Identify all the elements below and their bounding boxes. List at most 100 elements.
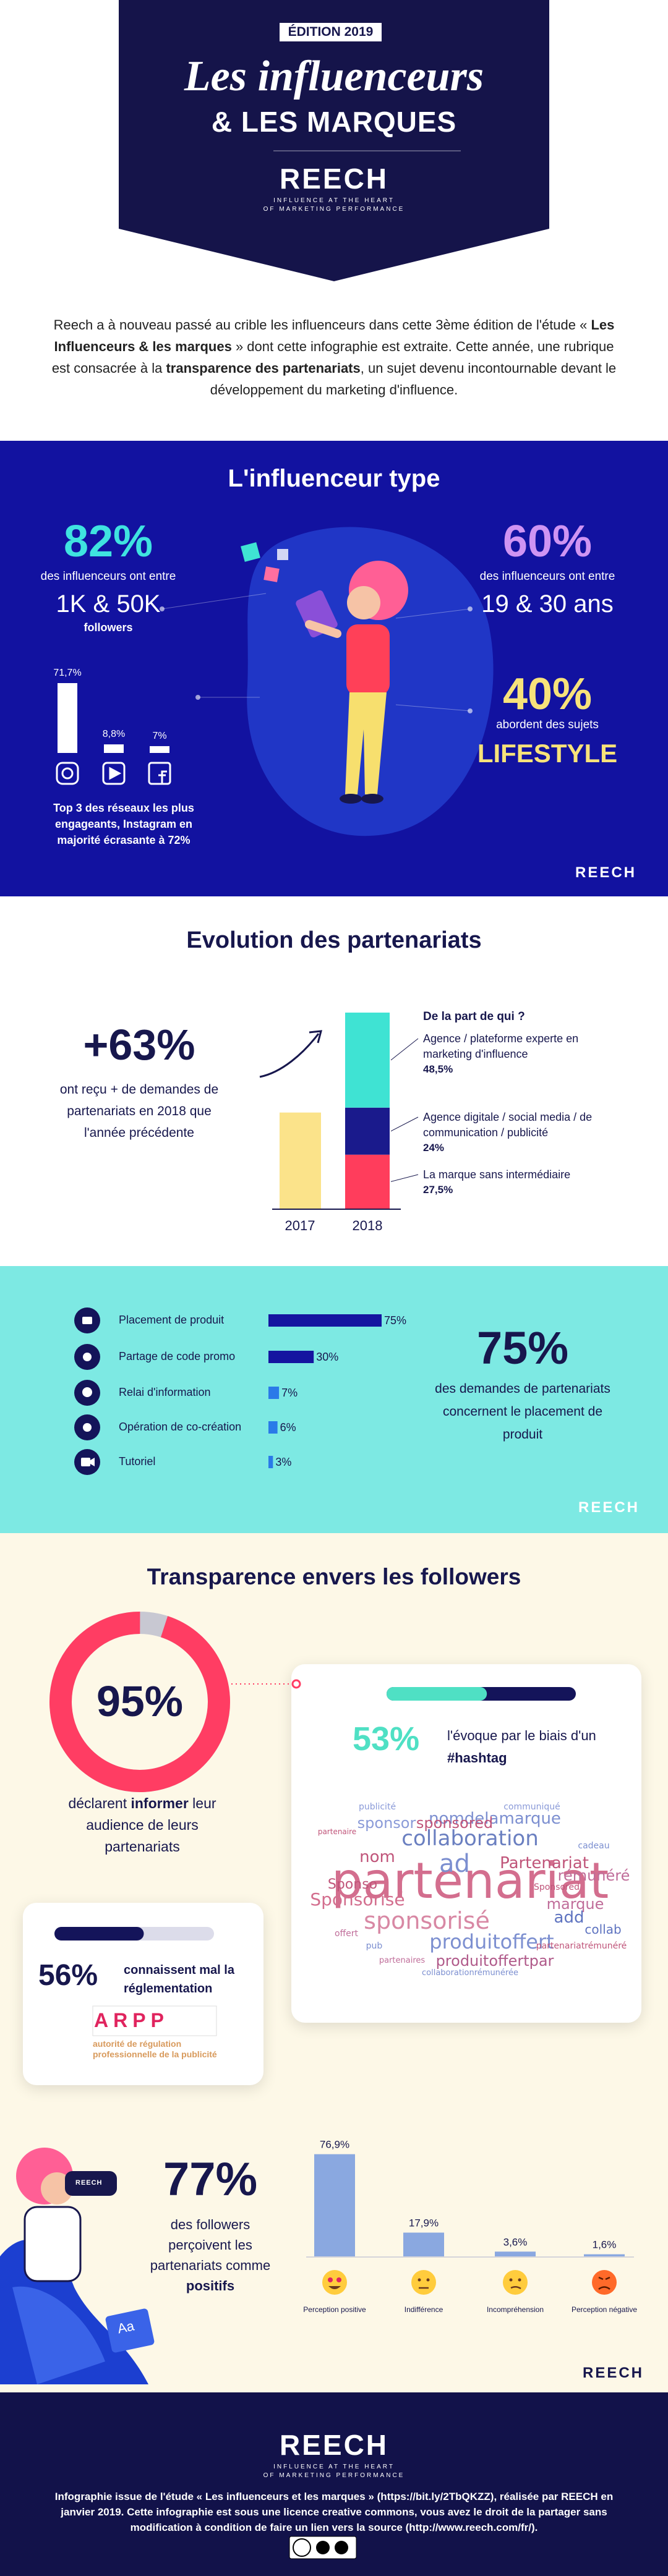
brand-logo: REECH — [575, 864, 637, 881]
bar — [150, 746, 169, 753]
stat-range: 1K & 50K — [56, 590, 161, 618]
perception-text: des followers perçoivent les partenariat… — [148, 2214, 272, 2296]
format-name: Partage de code promo — [119, 1350, 236, 1362]
connector-dot — [195, 695, 200, 700]
bar — [584, 2254, 625, 2256]
cloud-word: Sponsored — [534, 1882, 580, 1892]
tagline-line: INFLUENCE AT THE HEART — [273, 2463, 395, 2470]
bar-label: 3,6% — [503, 2236, 528, 2248]
cloud-word: rémunéré — [558, 1867, 630, 1884]
legend-title: De la part de qui ? — [423, 1010, 525, 1023]
bar-label: 3% — [275, 1456, 291, 1468]
bar — [268, 1421, 278, 1434]
stat: 82% — [63, 517, 153, 566]
bar — [268, 1314, 382, 1327]
legend-value: 27,5% — [423, 1184, 453, 1196]
cloud-word: Sponsorisé — [310, 1889, 405, 1910]
format-name: Relai d'information — [119, 1386, 211, 1398]
progress-fill — [387, 1687, 487, 1701]
bar-label: 30% — [316, 1351, 338, 1363]
year-label: 2018 — [353, 1218, 383, 1233]
hashtag-stat: 53% — [353, 1720, 420, 1758]
legend-name: La marque sans intermédiaire — [423, 1168, 571, 1181]
connector — [161, 593, 267, 610]
cloud-word: ad — [439, 1850, 470, 1878]
intro: Reech a à nouveau passé au crible les in… — [49, 314, 619, 401]
hashtag-text-part: l'évoque par le biais d'un — [447, 1728, 596, 1743]
inform-text-part: déclarent — [68, 1795, 131, 1811]
bar — [268, 1456, 273, 1468]
brand-logo: REECH — [279, 163, 389, 195]
networks-note: Top 3 des réseaux les plus engageants, I… — [40, 800, 207, 848]
note-emphasis: 72% — [168, 834, 191, 846]
stat-range: 19 & 30 ans — [481, 590, 614, 618]
bar-segment — [345, 1154, 390, 1209]
bar-label: 8,8% — [103, 729, 125, 739]
tagline-line: INFLUENCE AT THE HEART — [273, 197, 395, 204]
cloud-word: collaboration — [401, 1826, 539, 1851]
bar — [403, 2232, 444, 2256]
tagline-line: OF MARKETING PERFORMANCE — [263, 206, 405, 213]
cloud-word: communiqué — [503, 1802, 560, 1812]
cloud-word: cadeau — [578, 1841, 609, 1851]
bar-segment — [345, 1013, 390, 1108]
hashtag-card — [291, 1664, 641, 2023]
bar-label: 7% — [152, 731, 166, 741]
bar-label: 1,6% — [593, 2239, 617, 2251]
year-label: 2017 — [285, 1218, 315, 1233]
bar-label: 71,7% — [53, 668, 81, 678]
formats-text: des demandes de partenariats concernent … — [435, 1382, 610, 1442]
note-text: en majorité écrasante à — [57, 818, 193, 846]
format-name: Placement de produit — [119, 1314, 225, 1326]
hashtag-emphasis: #hashtag — [447, 1750, 507, 1766]
perception-stat: 77% — [163, 2153, 258, 2206]
title-line1: Les influenceurs — [184, 53, 484, 100]
legend-connector — [390, 1174, 419, 1182]
bar-label: 17,9% — [409, 2217, 439, 2229]
category-label: Incompréhension — [487, 2305, 544, 2314]
connector-dot — [291, 1679, 301, 1689]
emojis — [322, 2270, 617, 2295]
bar-label: 76,9% — [320, 2139, 349, 2151]
intro-text: » dont cette infographie est extraite. C… — [51, 339, 614, 376]
cloud-word: sponsorisé — [364, 1907, 490, 1934]
growth-arrow-head — [309, 1030, 323, 1044]
cloud-word: collab — [584, 1922, 621, 1937]
connector-dot — [468, 606, 473, 611]
legend-name: Agence digitale / social media / de comm… — [423, 1111, 593, 1139]
bar-label: 7% — [281, 1387, 298, 1399]
bar — [58, 683, 77, 753]
follower-illustration — [0, 2148, 155, 2384]
stat-text: des influenceurs ont entre — [40, 570, 176, 583]
footer-text: Infographie issue de l'étude « Les influ… — [54, 2491, 614, 2533]
bar — [280, 1112, 321, 1209]
category-label: Indifférence — [405, 2305, 443, 2314]
cloud-word: nom — [359, 1848, 395, 1866]
stat: 60% — [502, 517, 593, 566]
intro-text: Reech a à nouveau passé au crible les in… — [53, 317, 591, 333]
bar — [268, 1351, 314, 1363]
cloud-word: add — [554, 1908, 584, 1927]
bar — [104, 744, 124, 753]
stat-unit: followers — [84, 621, 133, 634]
inform-emphasis: informer — [131, 1795, 189, 1811]
cloud-word: sponsored — [416, 1814, 493, 1832]
cloud-word: produitoffertpar — [436, 1952, 554, 1970]
legend-connector — [390, 1116, 419, 1132]
cloud-word: sponsor — [358, 1814, 416, 1832]
bar-label: 6% — [280, 1421, 296, 1434]
title-line2: & LES MARQUES — [211, 106, 457, 138]
format-icon-glyphs — [81, 1317, 95, 1466]
cloud-word: Partenariat — [500, 1854, 589, 1872]
header-shield — [119, 0, 549, 281]
cloud-word: partenaire — [318, 1827, 356, 1836]
tagline: INFLUENCE AT THE HEART OF MARKETING PERFO… — [210, 197, 458, 214]
intro-text: , un sujet devenu incontournable devant … — [210, 360, 617, 397]
connector — [395, 704, 471, 712]
cloud-word: publicité — [359, 1802, 396, 1812]
intro-emphasis: Les Influenceurs & les marques — [54, 317, 615, 354]
format-name: Tutoriel — [119, 1455, 156, 1468]
bar-segment — [345, 1107, 390, 1155]
inform-text-part: leur audience de leurs partenariats — [86, 1795, 216, 1855]
